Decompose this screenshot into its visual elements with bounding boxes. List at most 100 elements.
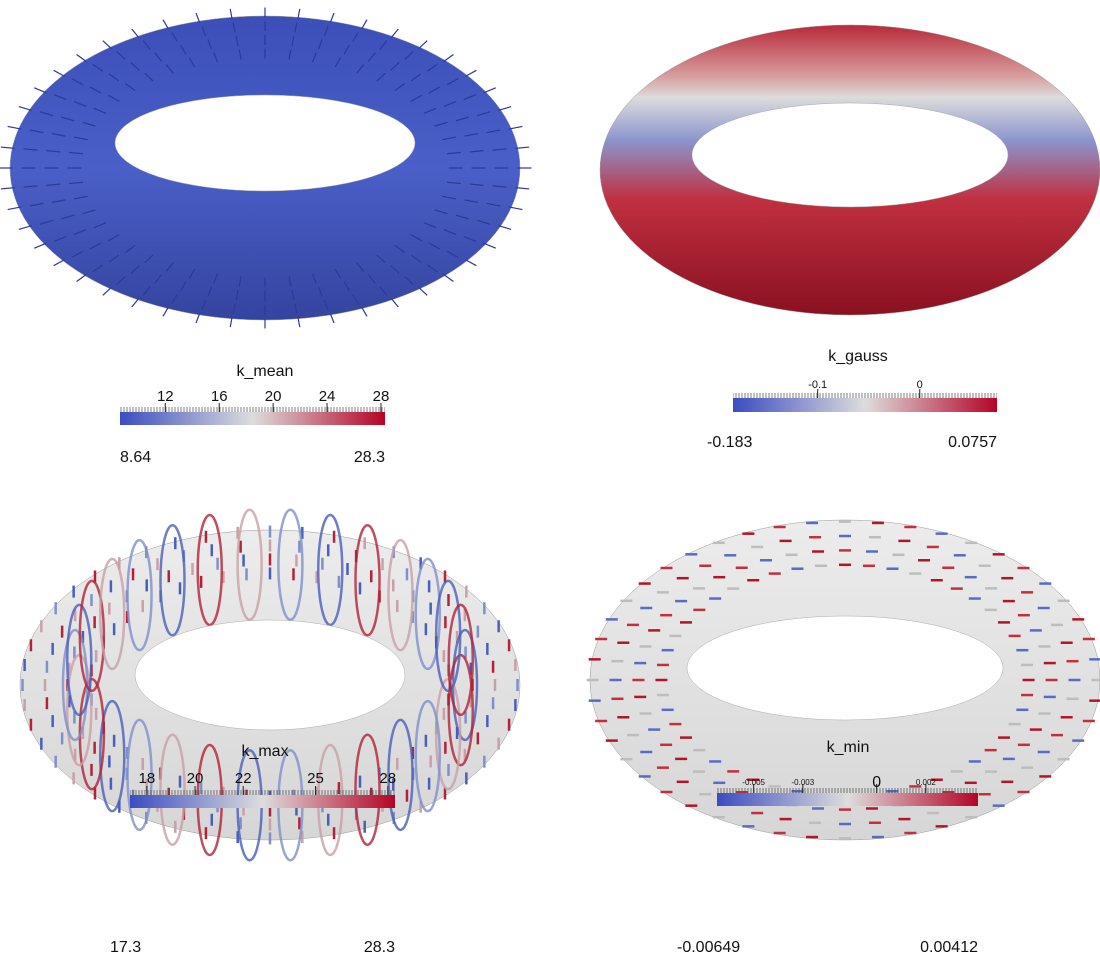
glyph	[317, 513, 344, 627]
glyph	[464, 259, 477, 267]
glyph	[476, 111, 491, 117]
tick-label: -0.003	[792, 778, 815, 787]
glyph	[483, 242, 496, 249]
glyph	[124, 83, 136, 92]
glyph	[443, 100, 457, 107]
tick-label: 12	[157, 388, 174, 405]
glyph	[418, 286, 428, 296]
glyph	[414, 699, 442, 813]
glyph	[34, 87, 47, 94]
color-ramp	[130, 795, 395, 808]
glyph	[492, 148, 507, 151]
glyph	[66, 603, 93, 717]
tick-label: 22	[235, 770, 252, 787]
glyph	[508, 206, 523, 211]
glyph	[446, 181, 461, 185]
glyph	[446, 250, 459, 258]
glyph	[361, 19, 368, 30]
glyph	[171, 294, 178, 304]
glyph	[367, 52, 376, 62]
glyph	[93, 222, 107, 229]
glyph	[455, 214, 469, 220]
glyph	[144, 254, 154, 264]
minor-ticks	[733, 393, 997, 398]
glyph	[39, 219, 54, 225]
glyph	[116, 276, 126, 285]
glyph	[334, 268, 342, 279]
glyph	[329, 12, 335, 23]
glyph	[130, 265, 140, 275]
glyph	[486, 202, 501, 207]
glyph	[51, 199, 66, 204]
range-max: 0.00412	[920, 939, 978, 956]
glyph	[376, 72, 386, 82]
glyph	[376, 254, 386, 264]
glyph	[277, 508, 304, 622]
glyph	[98, 557, 126, 671]
glyph	[447, 653, 474, 767]
glyph	[390, 265, 400, 275]
minor-ticks	[717, 788, 978, 793]
glyph	[201, 299, 207, 311]
glyph	[288, 49, 292, 60]
glyph	[498, 225, 512, 230]
torus	[599, 24, 1100, 316]
range-max: 0.0757	[948, 434, 997, 451]
torus	[586, 519, 1100, 841]
glyph	[410, 234, 423, 242]
tick-label: 0.002	[916, 778, 937, 787]
glyph	[207, 39, 213, 50]
glyph	[323, 25, 329, 37]
glyph	[71, 78, 84, 86]
glyph	[195, 12, 201, 23]
range-min: -0.00649	[677, 939, 740, 956]
glyph	[343, 281, 350, 292]
glyph	[69, 151, 84, 155]
glyph	[463, 235, 477, 242]
glyph	[469, 150, 484, 153]
glyph	[390, 28, 399, 39]
glyph	[162, 19, 169, 30]
glyph	[232, 22, 236, 33]
glyph	[404, 276, 414, 285]
glyph	[144, 72, 154, 82]
glyph	[131, 28, 140, 39]
tick-label: 28	[373, 388, 390, 405]
glyph	[410, 94, 423, 102]
glyph	[66, 653, 93, 767]
glyph	[73, 100, 87, 107]
glyph	[443, 54, 454, 63]
glyph	[124, 244, 136, 253]
glyph	[352, 32, 359, 42]
glyph	[180, 44, 187, 55]
glyph	[235, 289, 239, 301]
glyph	[34, 242, 47, 249]
glyph	[343, 44, 350, 55]
glyph	[107, 94, 120, 102]
glyph	[130, 61, 140, 71]
glyph	[236, 508, 263, 622]
glyph	[213, 52, 219, 63]
glyph	[446, 151, 461, 155]
glyph	[53, 94, 67, 101]
glyph	[23, 185, 38, 188]
glyph	[317, 286, 323, 297]
glyph	[82, 121, 96, 127]
glyph	[188, 268, 196, 279]
glyph	[78, 579, 106, 693]
glyph	[379, 286, 388, 296]
glyph	[98, 699, 126, 813]
glyph	[76, 273, 87, 282]
torus-hole	[686, 615, 1004, 721]
glyph	[92, 63, 104, 72]
torus-hole	[134, 619, 406, 731]
glyph	[288, 276, 292, 287]
glyph	[423, 222, 437, 229]
glyph	[108, 73, 120, 82]
tick-label: 0	[872, 774, 881, 791]
glyph	[446, 78, 459, 86]
glyph	[394, 83, 406, 92]
glyph	[515, 187, 530, 190]
glyph	[23, 148, 38, 151]
